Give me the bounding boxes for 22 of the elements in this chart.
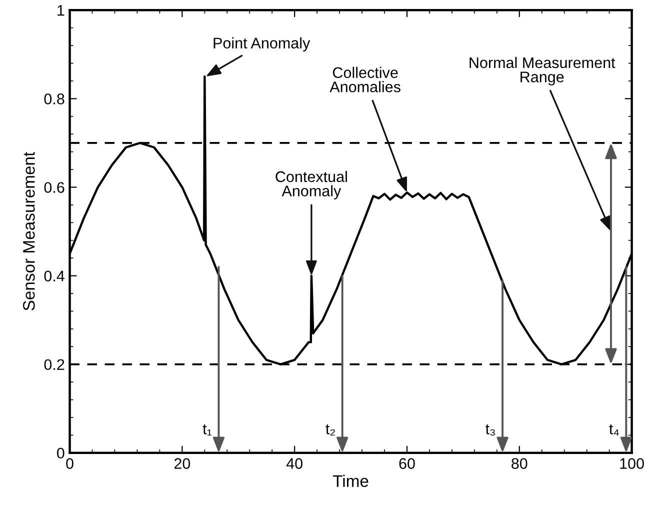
x-tick-label: 40 xyxy=(286,458,302,469)
y-axis-title: Sensor Measurement xyxy=(23,152,35,310)
y-tick-label: 0.2 xyxy=(44,359,64,370)
y-tick-label: 0.8 xyxy=(44,94,64,104)
annotation: t₃ xyxy=(486,424,495,436)
annotation: Contextual Anomaly xyxy=(276,170,347,200)
x-axis-title: Time xyxy=(332,474,368,487)
annotation: t₄ xyxy=(609,424,619,436)
annotation: t₁ xyxy=(202,424,212,436)
annotation: t₂ xyxy=(326,424,335,436)
x-tick-label: 20 xyxy=(174,458,190,469)
x-tick-label: 100 xyxy=(620,458,644,469)
x-tick-label: 0 xyxy=(66,458,74,469)
y-tick-label: 0.6 xyxy=(44,182,64,193)
y-tick-label: 0.4 xyxy=(44,270,64,282)
annotation: Normal Measurement Range xyxy=(470,56,616,86)
x-tick-label: 60 xyxy=(399,458,415,469)
annotation: Collective Anomalies xyxy=(330,66,400,92)
y-tick-label: 0 xyxy=(57,448,64,459)
annotation: Point Anomaly xyxy=(214,37,310,52)
x-tick-label: 80 xyxy=(512,458,528,469)
y-tick-label: 1 xyxy=(58,5,64,16)
